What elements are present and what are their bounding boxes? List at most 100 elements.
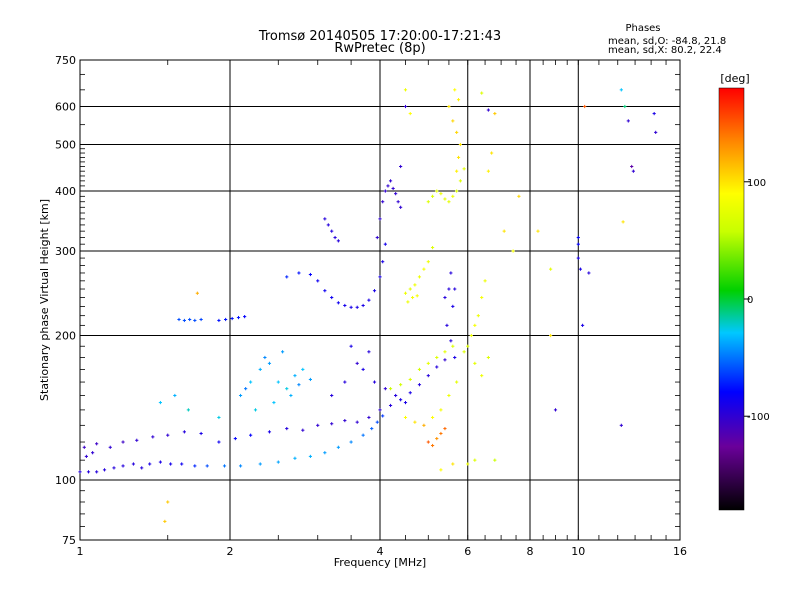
data-point — [383, 242, 387, 246]
data-point — [177, 317, 181, 322]
data-point — [447, 287, 451, 291]
data-point — [502, 229, 506, 233]
data-point — [238, 393, 243, 398]
data-point — [249, 380, 253, 384]
data-point — [381, 200, 385, 204]
data-point — [121, 440, 125, 444]
data-point — [587, 271, 591, 275]
data-point — [476, 314, 480, 318]
data-point — [86, 470, 91, 474]
data-point — [462, 350, 466, 354]
data-point — [422, 423, 426, 427]
data-point — [121, 464, 125, 468]
chart-title: Tromsø 20140505 17:20:00-17:21:43 — [258, 29, 501, 44]
data-point — [578, 267, 583, 271]
phase-stats-o: mean, sd,O: -84.8, 21.8 — [608, 36, 726, 47]
data-point — [267, 430, 272, 434]
data-point — [386, 184, 390, 188]
data-point — [95, 442, 99, 446]
data-point — [372, 289, 377, 293]
data-point — [330, 422, 334, 426]
data-point — [326, 223, 330, 227]
data-point — [308, 454, 313, 459]
data-point — [297, 271, 301, 275]
data-point — [493, 111, 497, 116]
data-point — [517, 194, 521, 198]
data-point — [323, 289, 327, 293]
data-point — [95, 470, 99, 474]
data-point — [439, 192, 443, 196]
data-point — [391, 186, 395, 191]
data-point — [308, 377, 313, 382]
data-point — [108, 445, 112, 449]
data-point — [163, 519, 167, 523]
data-point — [621, 220, 625, 224]
data-point — [583, 104, 587, 109]
data-point — [415, 294, 419, 298]
data-point — [285, 387, 289, 391]
data-point — [408, 391, 412, 395]
data-point — [182, 430, 186, 434]
data-point — [451, 194, 455, 198]
data-point — [394, 393, 398, 398]
data-point — [486, 355, 490, 360]
data-point — [343, 303, 347, 308]
data-point — [330, 229, 334, 233]
data-point — [406, 300, 410, 304]
colorbar-tick-label: 100 — [747, 178, 766, 189]
y-tick-label: 400 — [55, 185, 76, 198]
data-point — [426, 374, 430, 378]
data-point — [443, 295, 447, 300]
data-point — [336, 239, 340, 243]
data-point — [316, 279, 320, 283]
data-point — [473, 458, 477, 462]
data-point — [473, 323, 477, 327]
data-point — [301, 428, 305, 432]
data-point — [361, 433, 365, 437]
data-point — [370, 426, 374, 431]
data-point — [394, 192, 398, 196]
data-point — [443, 350, 447, 354]
data-point — [367, 298, 371, 302]
data-point — [447, 393, 451, 398]
phase-stats-x: mean, sd,X: 80.2, 22.4 — [608, 45, 722, 56]
data-point — [466, 462, 470, 466]
data-point — [453, 355, 457, 360]
data-point — [410, 295, 415, 300]
data-point — [253, 408, 258, 412]
data-point — [430, 443, 435, 448]
data-point — [493, 458, 497, 462]
data-point — [403, 291, 408, 295]
data-point — [549, 267, 553, 271]
data-point — [456, 155, 461, 160]
data-point — [430, 415, 435, 420]
data-point — [289, 393, 293, 398]
data-point — [276, 460, 280, 464]
data-point — [199, 317, 203, 322]
data-point — [205, 464, 209, 468]
data-point — [236, 315, 241, 320]
data-point — [148, 462, 152, 466]
data-point — [249, 433, 253, 437]
x-tick-label: 8 — [527, 545, 534, 558]
data-point — [173, 393, 177, 398]
data-point — [140, 466, 144, 470]
data-point — [451, 462, 455, 466]
y-tick-label: 75 — [62, 534, 76, 547]
data-point — [553, 408, 558, 412]
data-point — [576, 242, 580, 246]
data-point — [355, 361, 359, 365]
data-point — [222, 464, 227, 468]
data-point — [403, 400, 408, 405]
data-point — [462, 167, 466, 171]
data-point — [378, 408, 382, 412]
data-point — [244, 387, 248, 391]
data-point — [375, 420, 379, 424]
data-point — [623, 104, 627, 109]
data-point — [186, 408, 190, 412]
data-point — [349, 440, 353, 444]
grid-lines — [80, 60, 680, 540]
data-point — [195, 291, 199, 295]
data-point — [443, 197, 447, 201]
